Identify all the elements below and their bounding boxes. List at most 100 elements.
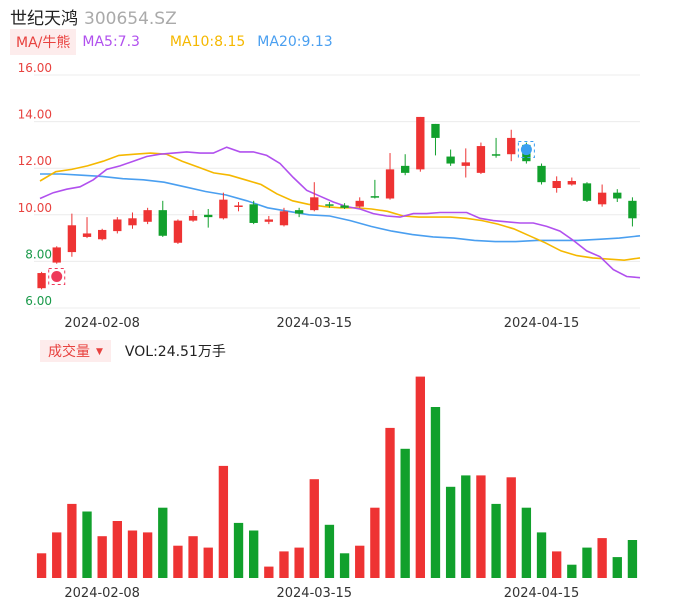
candle — [628, 200, 637, 219]
volume-legend: 成交量 ▼ VOL:24.51万手 — [40, 340, 226, 362]
candle — [98, 229, 107, 240]
volume-bar — [218, 465, 229, 578]
candle — [67, 225, 77, 253]
volume-bar — [112, 521, 122, 578]
candle — [325, 204, 334, 206]
y-tick-label: 12.00 — [18, 154, 52, 168]
candle — [461, 162, 470, 166]
volume-bar — [430, 407, 441, 578]
candle — [188, 215, 198, 221]
ma20-label: MA20:9.13 — [257, 34, 333, 50]
volume-bar — [521, 507, 532, 578]
volume-bar — [582, 547, 592, 578]
ma-toggle-button[interactable]: MA/牛熊 — [10, 29, 77, 55]
volume-bar — [203, 547, 213, 578]
volume-bar — [597, 538, 607, 578]
volume-bar — [309, 479, 319, 578]
volume-bar — [491, 503, 501, 578]
y-tick-label: 14.00 — [18, 108, 52, 122]
volume-bar — [249, 530, 259, 578]
ma10-line — [39, 152, 641, 262]
volume-bar — [355, 545, 365, 578]
volume-bar — [36, 553, 47, 578]
candle — [613, 192, 622, 199]
candle — [340, 205, 349, 208]
volume-indicator-dropdown[interactable]: 成交量 ▼ — [40, 340, 111, 362]
low-marker-icon — [51, 271, 63, 283]
volume-bar — [127, 530, 138, 578]
candle — [310, 197, 319, 211]
volume-bar — [97, 536, 107, 578]
volume-bar — [233, 522, 244, 578]
candle — [431, 123, 440, 138]
volume-bar — [324, 524, 335, 578]
stock-code: 300654.SZ — [84, 9, 177, 29]
stock-title: 世纪天鸿 300654.SZ — [10, 4, 177, 29]
candle — [476, 146, 486, 173]
candle — [370, 196, 380, 198]
volume-bar — [294, 547, 304, 578]
candle — [264, 219, 273, 222]
candle — [416, 116, 425, 170]
candle — [294, 210, 304, 214]
stock-name: 世纪天鸿 — [10, 9, 78, 29]
volume-bar — [264, 566, 274, 578]
volume-bar — [612, 557, 622, 578]
candle — [173, 220, 183, 243]
volume-bar — [52, 532, 62, 578]
y-tick-label: 10.00 — [18, 201, 52, 215]
candle — [158, 210, 167, 236]
candle — [219, 199, 228, 219]
candle — [355, 200, 364, 207]
candle — [113, 219, 122, 232]
volume-bar — [445, 486, 456, 578]
volume-bar — [476, 475, 486, 578]
candle — [446, 156, 455, 164]
volume-bar — [67, 503, 77, 578]
candle — [279, 211, 289, 226]
ma-legend: MA/牛熊 MA5:7.3 MA10:8.15 MA20:9.13 — [10, 29, 333, 55]
high-marker-icon-frame — [517, 141, 535, 159]
x-tick-label: 2024-03-15 — [276, 586, 352, 601]
low-marker-icon-frame — [48, 268, 66, 286]
candle — [401, 165, 410, 173]
volume-bar — [279, 551, 289, 578]
volume-bar — [552, 551, 562, 578]
x-tick-label: 2024-04-15 — [504, 316, 580, 331]
candle — [204, 214, 213, 218]
volume-bar — [400, 448, 410, 578]
x-tick-label: 2024-02-08 — [64, 316, 140, 331]
candle — [52, 247, 61, 263]
high-marker-icon — [520, 144, 532, 156]
candle — [537, 165, 546, 183]
candle — [507, 137, 516, 155]
ma10-label: MA10:8.15 — [169, 34, 246, 50]
candle — [491, 154, 501, 156]
candle — [128, 218, 137, 226]
candle — [234, 205, 243, 207]
x-tick-label: 2024-03-15 — [276, 316, 352, 331]
volume-bar — [82, 511, 92, 578]
candle — [582, 183, 592, 201]
chevron-down-icon: ▼ — [96, 347, 103, 357]
volume-bar — [370, 507, 380, 578]
x-tick-label: 2024-04-15 — [504, 586, 580, 601]
ma5-label: MA5:7.3 — [82, 34, 140, 50]
candle — [143, 210, 152, 222]
volume-bar — [339, 553, 350, 578]
candle — [552, 181, 561, 189]
volume-bar — [173, 545, 183, 578]
candle — [597, 192, 607, 205]
volume-dropdown-label: 成交量 — [48, 344, 90, 360]
volume-bar — [627, 540, 638, 578]
volume-bar — [158, 507, 168, 578]
candle — [249, 204, 258, 223]
x-tick-label: 2024-02-08 — [64, 586, 140, 601]
volume-bar — [506, 477, 516, 578]
y-tick-label: 8.00 — [25, 247, 52, 261]
volume-bar — [142, 532, 153, 578]
volume-bar — [188, 536, 198, 578]
volume-bar — [385, 427, 395, 578]
y-tick-label: 16.00 — [18, 61, 52, 75]
